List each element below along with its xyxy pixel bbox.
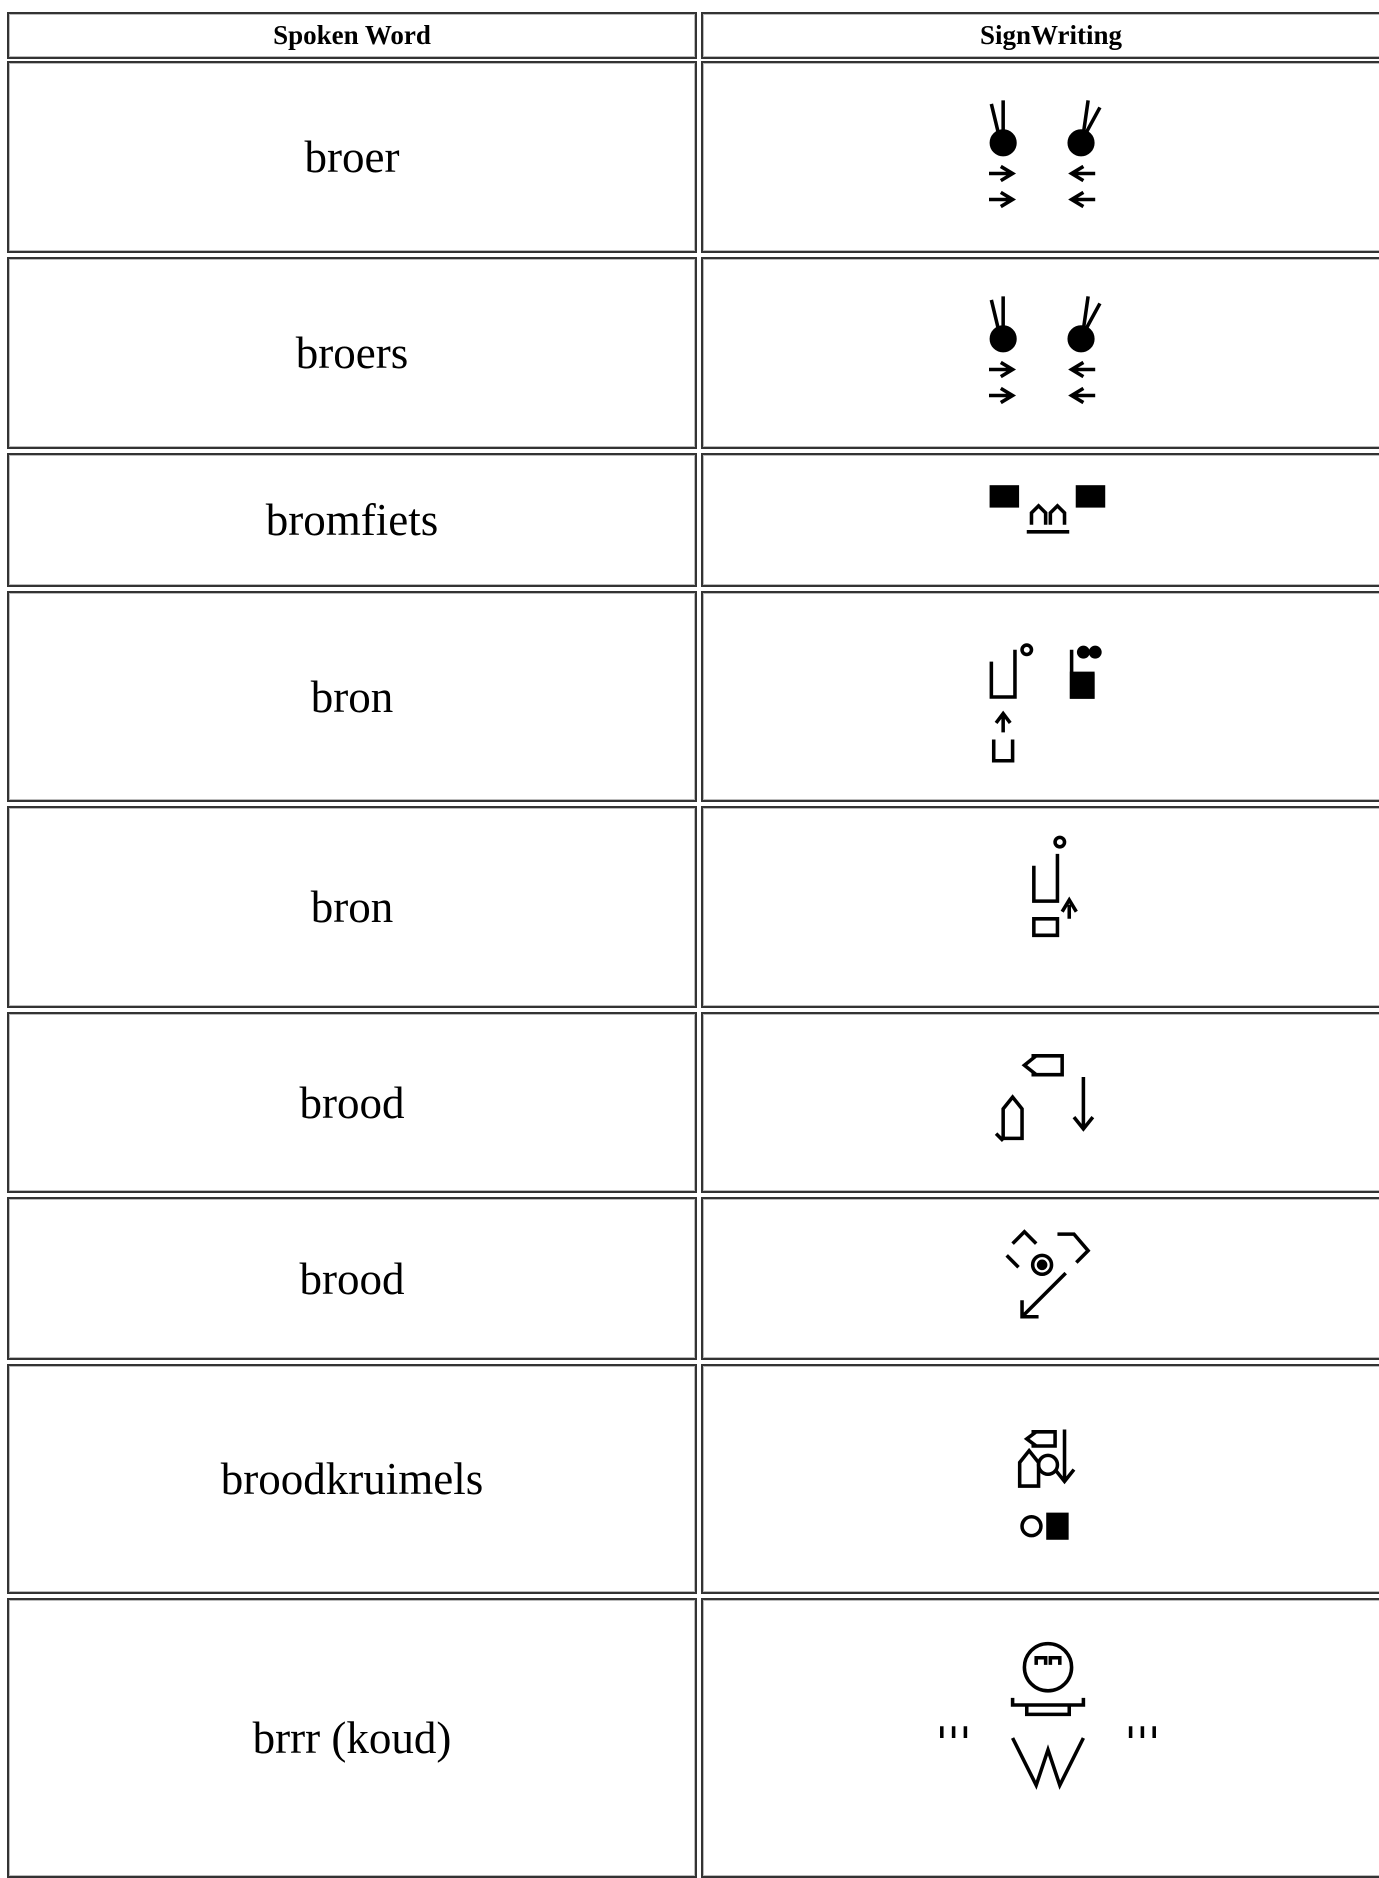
sign-glyph <box>1017 1429 1076 1540</box>
sign-glyph <box>1005 1228 1091 1319</box>
word-cell: broodkruimels <box>7 1364 697 1594</box>
sign-cell <box>701 1012 1379 1193</box>
sign-glyph <box>989 642 1102 762</box>
sign-cell <box>701 61 1379 253</box>
sign-cell <box>701 1598 1379 1878</box>
word-cell: brrr (koud) <box>7 1598 697 1878</box>
word-cell: brood <box>7 1012 697 1193</box>
header-cell: SignWriting <box>701 12 1379 59</box>
header-cell: Spoken Word <box>7 12 697 59</box>
sign-glyph <box>989 296 1102 405</box>
word-cell: bromfiets <box>7 453 697 587</box>
sign-glyph <box>994 1053 1095 1142</box>
word-cell: bron <box>7 591 697 802</box>
sign-glyph <box>940 1641 1156 1790</box>
word-cell: brood <box>7 1197 697 1360</box>
sign-cell <box>701 453 1379 587</box>
sign-cell <box>701 1364 1379 1594</box>
sign-cell <box>701 1197 1379 1360</box>
word-cell: bron <box>7 806 697 1008</box>
sign-glyph <box>989 100 1102 209</box>
sign-cell <box>701 591 1379 802</box>
sign-cell <box>701 257 1379 449</box>
sign-glyph <box>989 485 1106 534</box>
word-cell: broers <box>7 257 697 449</box>
word-cell: broer <box>7 61 697 253</box>
sign-cell <box>701 806 1379 1008</box>
sign-glyph <box>1032 835 1078 938</box>
